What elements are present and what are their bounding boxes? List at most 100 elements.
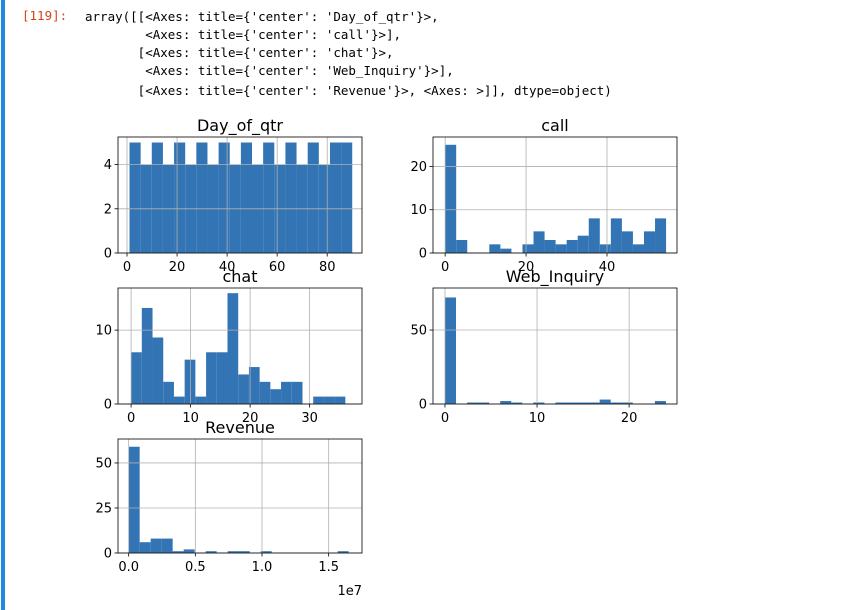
output-line: [<Axes: title={'center': 'chat'}>, [85,45,394,60]
x-tick-label: 1.0 [252,560,273,575]
histogram-bar [511,402,523,404]
histogram-bar [445,144,457,253]
x-tick-label: 40 [599,260,616,275]
histogram-bar [307,142,319,253]
histogram-bar [313,396,324,404]
histogram-bar [196,142,208,253]
y-tick-label: 0 [419,398,427,413]
histogram-bar [341,142,353,253]
x-tick-label: 20 [169,260,186,275]
histogram-bar [183,549,195,553]
histogram-bar [489,244,501,253]
histogram-bar [216,352,228,404]
y-tick-label: 50 [410,324,427,339]
y-tick-label: 0 [104,398,112,413]
histogram-bar [444,297,457,404]
x-tick-label: 10 [529,411,546,426]
histogram-bar [184,359,196,404]
histogram-bar [456,240,468,253]
axes-frame [432,287,678,405]
histogram-bar [588,402,600,404]
output-line: <Axes: title={'center': 'Web_Inquiry'}>]… [85,63,454,78]
y-tick-label: 4 [104,158,112,173]
histogram-bar [533,231,545,253]
histogram-bar [522,244,534,253]
histogram-bar [238,551,250,553]
histogram-bar [467,402,479,404]
x-tick-label: 20 [518,260,535,275]
axes-title: Revenue [205,418,275,437]
histogram-bar [500,248,512,253]
histogram-bar [599,399,611,404]
y-tick-label: 10 [95,324,112,339]
histogram-bar [129,142,141,253]
cell-prompt: [119]: [22,8,68,23]
y-tick-label: 0 [104,247,112,262]
histogram-bar [643,231,656,253]
histogram-bar [131,352,142,404]
histogram-bar [270,389,282,404]
histogram-bar [291,381,303,404]
histogram-bar [174,142,186,253]
y-tick-label: 25 [95,501,112,516]
axes-title: chat [222,267,257,286]
histogram-bar [206,352,217,404]
x-tick-label: 60 [269,260,286,275]
histogram-bar [205,551,217,553]
histogram-bar [337,551,349,553]
x-tick-label: 0 [123,260,131,275]
histogram-bar [555,402,567,404]
histogram-bar [655,218,667,253]
histogram-bar [599,244,611,253]
x-tick-label: 80 [319,260,336,275]
histogram-bar [161,538,173,553]
x-tick-label: 0.0 [118,560,139,575]
histogram-bar [323,396,335,404]
axes-title: call [541,116,569,135]
histogram-bar [227,551,239,553]
y-tick-label: 20 [410,160,427,175]
y-tick-label: 0 [104,547,112,562]
histogram-bar [238,374,249,404]
x-tick-label: 0 [441,411,449,426]
histogram-bar [128,446,140,553]
histogram-bar [263,142,275,253]
x-tick-label: 0.5 [185,560,206,575]
histogram-bar [577,235,589,253]
histogram-bar [566,240,578,253]
histogram-bar [588,218,600,253]
cell-indicator [1,0,5,610]
x-tick-label: 1.5 [318,560,339,575]
histogram-bar [566,402,578,404]
output-line: <Axes: title={'center': 'call'}>], [85,27,402,42]
histogram-bar [260,551,272,553]
histogram-bar [544,240,556,253]
histogram-bar [632,244,644,253]
y-tick-label: 2 [104,202,112,217]
axes-frame [117,136,363,254]
histogram-bar [151,142,163,253]
histogram-bar [654,401,666,404]
histogram-bar [621,231,633,253]
histogram-bar [240,142,253,253]
histogram-bar [152,337,164,404]
histogram-bar [141,307,153,404]
x-tick-label: 30 [301,411,318,426]
histogram-bar [500,401,512,404]
histogram-bar [610,218,622,253]
histogram-bar [173,396,185,404]
histogram-bar [195,396,207,404]
x-tick-label: 20 [242,411,259,426]
y-tick-label: 0 [419,247,427,262]
y-tick-label: 10 [410,203,427,218]
axes-title: Web_Inquiry [506,267,605,287]
y-tick-label: 50 [95,456,112,471]
histogram-bar [150,538,162,553]
histogram-bar [259,381,271,404]
histogram-bar [248,367,260,404]
histogram-bar [218,142,230,253]
x-tick-label: 0 [441,260,449,275]
x-tick-label: 40 [219,260,236,275]
